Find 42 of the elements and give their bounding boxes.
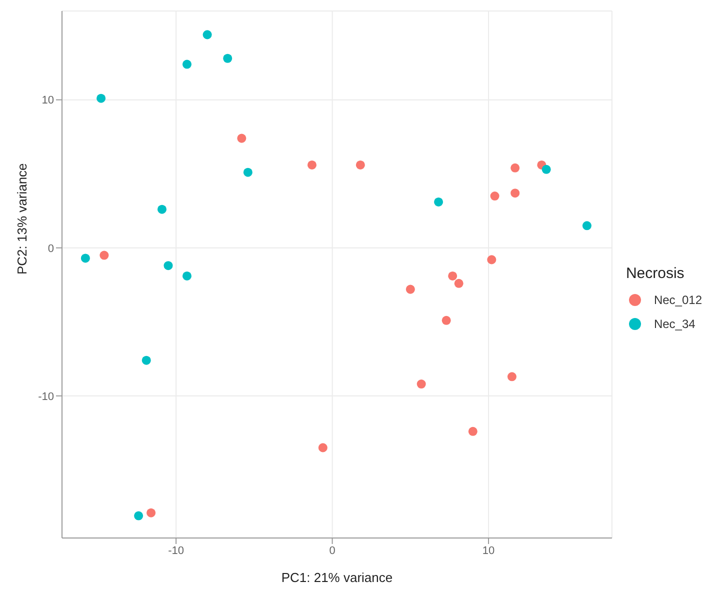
point xyxy=(134,511,144,520)
point xyxy=(237,134,246,143)
point xyxy=(510,188,520,198)
x-tick-label: 10 xyxy=(482,544,495,557)
point xyxy=(542,164,551,174)
point xyxy=(490,192,500,201)
legend-title: Necrosis xyxy=(626,264,686,282)
point xyxy=(510,163,520,172)
point xyxy=(307,160,316,170)
point xyxy=(96,94,106,103)
point xyxy=(100,250,109,260)
point xyxy=(223,54,232,63)
point xyxy=(182,60,192,69)
point xyxy=(80,254,90,263)
y-axis-title: PC2: 13% variance xyxy=(14,163,30,274)
y-tick-label: 10 xyxy=(42,94,54,107)
point xyxy=(318,443,328,452)
x-tick-label: 0 xyxy=(329,544,336,557)
y-tick-label: 0 xyxy=(48,242,54,255)
legend-label: Nec_34 xyxy=(654,316,696,330)
point xyxy=(487,255,496,264)
point xyxy=(454,278,464,288)
point xyxy=(406,284,415,294)
point xyxy=(416,380,426,389)
point xyxy=(157,204,167,214)
point xyxy=(146,508,156,518)
point xyxy=(507,372,516,382)
point xyxy=(434,197,444,206)
point xyxy=(243,168,252,177)
point xyxy=(448,271,458,280)
point xyxy=(142,356,151,365)
point xyxy=(582,221,592,230)
point xyxy=(182,271,192,280)
legend-label: Nec_012 xyxy=(654,292,702,306)
point xyxy=(442,316,451,325)
point xyxy=(164,261,173,270)
point xyxy=(202,30,212,40)
point xyxy=(356,160,365,170)
y-tick-label: -10 xyxy=(38,390,54,403)
point xyxy=(468,426,478,436)
x-axis-title: PC1: 21% variance xyxy=(281,570,393,585)
x-tick-label: -10 xyxy=(168,544,184,557)
